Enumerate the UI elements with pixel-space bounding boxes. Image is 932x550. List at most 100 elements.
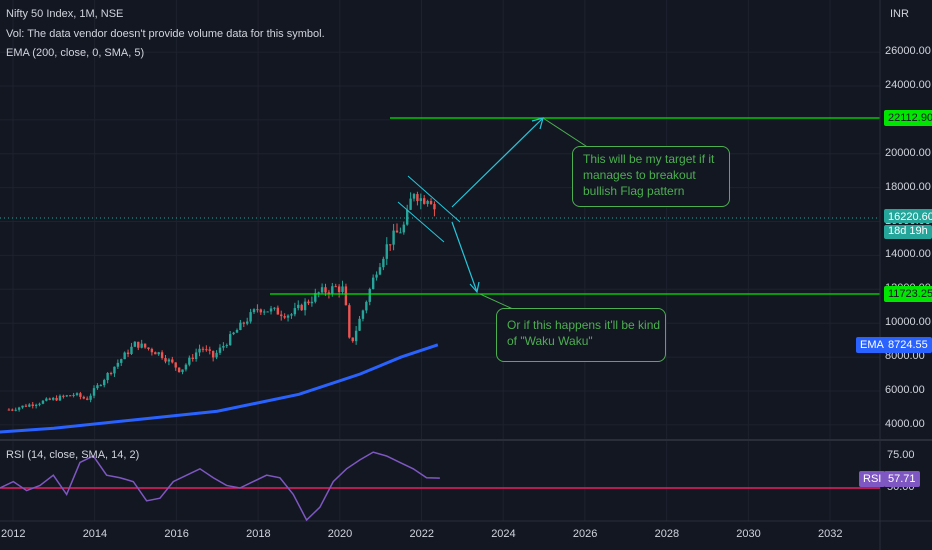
candle-body — [154, 352, 157, 355]
support-callout[interactable]: Or if this happens it'll be kind of "Wak… — [496, 308, 666, 362]
candle-body — [368, 288, 371, 302]
ema-value-badge: 8724.55 — [884, 337, 932, 353]
candle-body — [188, 357, 191, 365]
candle-body — [327, 292, 331, 294]
bar-countdown-badge: 18d 19h — [884, 225, 932, 239]
time-tick-label: 2012 — [1, 528, 26, 540]
candle-body — [28, 404, 31, 407]
rsi-value-badge: 57.71 — [884, 471, 920, 487]
candle-body — [276, 307, 280, 315]
price-tick-label: 14000.00 — [885, 248, 931, 261]
candle-body — [140, 343, 143, 348]
target-callout[interactable]: This will be my target if it manages to … — [572, 146, 730, 207]
candle-body — [416, 194, 419, 202]
ema-legend[interactable]: EMA (200, close, 0, SMA, 5) — [6, 47, 145, 59]
time-tick-label: 2016 — [164, 528, 189, 540]
price-tick-label: 6000.00 — [885, 383, 925, 396]
candle-body — [211, 350, 215, 358]
price-tick-label: 26000.00 — [885, 45, 931, 58]
candle-body — [198, 348, 201, 353]
time-tick-label: 2018 — [246, 528, 271, 540]
flag-upper-line[interactable] — [407, 175, 461, 223]
candle-body — [249, 312, 252, 322]
price-tick-label: 10000.00 — [885, 316, 931, 329]
candle-body — [45, 398, 48, 401]
time-tick-label: 2024 — [491, 528, 516, 540]
candle-body — [181, 369, 184, 373]
candle-body — [86, 398, 89, 400]
candle-body — [378, 267, 382, 275]
time-tick-label: 2032 — [818, 528, 843, 540]
candle-body — [120, 359, 123, 363]
rsi-label-badge: RSI — [859, 471, 886, 487]
candle-body — [150, 348, 154, 353]
candle-body — [34, 404, 38, 406]
candle-body — [160, 352, 164, 359]
candle-body — [423, 198, 426, 204]
candle-body — [344, 286, 348, 306]
flag-lower-line[interactable] — [397, 201, 445, 243]
candle-body — [324, 287, 327, 293]
candle-body — [31, 404, 34, 406]
candle-body — [358, 318, 361, 331]
candle-body — [246, 321, 249, 324]
candle-body — [147, 347, 150, 349]
candle-body — [201, 348, 205, 350]
candle-body — [320, 287, 324, 293]
candle-body — [239, 322, 242, 331]
candle-body — [297, 304, 300, 309]
candle-body — [242, 322, 246, 324]
candle-body — [17, 407, 21, 410]
target-callout-tail — [542, 117, 593, 151]
candle-body — [293, 308, 297, 315]
candle-body — [99, 385, 103, 387]
candle-body — [419, 198, 423, 202]
target-price-badge: 22112.90 — [884, 110, 932, 126]
candle-body — [58, 395, 62, 401]
rsi-line — [0, 451, 440, 522]
target-arrow[interactable] — [451, 117, 544, 208]
candle-body — [62, 395, 65, 397]
candle-body — [157, 352, 160, 355]
candle-body — [65, 395, 68, 397]
support-arrow[interactable] — [451, 221, 478, 293]
candle-body — [194, 352, 198, 359]
candle-body — [402, 224, 405, 233]
candle-body — [406, 209, 409, 225]
candle-body — [388, 244, 392, 246]
candle-body — [143, 343, 147, 348]
candle-body — [109, 373, 113, 375]
volume-legend: Vol: The data vendor doesn't provide vol… — [6, 28, 325, 40]
candle-body — [371, 277, 375, 289]
candle-body — [82, 396, 86, 399]
candle-body — [259, 309, 263, 313]
candle-body — [48, 398, 51, 400]
candle-body — [337, 286, 341, 292]
candle-body — [208, 349, 211, 351]
candle-body — [137, 341, 140, 348]
candle-body — [303, 301, 307, 311]
candle-body — [266, 311, 269, 313]
candle-body — [68, 395, 72, 397]
candle-body — [11, 409, 14, 411]
rsi-legend[interactable]: RSI (14, close, SMA, 14, 2) — [6, 449, 140, 461]
candle-body — [130, 346, 133, 355]
candle-body — [341, 286, 344, 292]
candle-body — [310, 301, 314, 304]
candle-body — [412, 194, 416, 199]
candle-body — [38, 403, 41, 405]
candle-body — [41, 400, 45, 404]
candle-body — [113, 366, 116, 374]
symbol-legend[interactable]: Nifty 50 Index, 1M, NSE — [6, 8, 124, 20]
time-tick-label: 2014 — [82, 528, 108, 540]
candle-body — [191, 357, 194, 359]
current-price-badge: 16220.60 — [884, 209, 932, 223]
candle-body — [392, 230, 395, 245]
candlestick-series — [7, 191, 436, 412]
candle-body — [126, 352, 130, 355]
candle-body — [348, 305, 351, 338]
candle-body — [167, 359, 171, 362]
price-tick-label: 24000.00 — [885, 79, 931, 92]
candle-body — [263, 311, 266, 313]
